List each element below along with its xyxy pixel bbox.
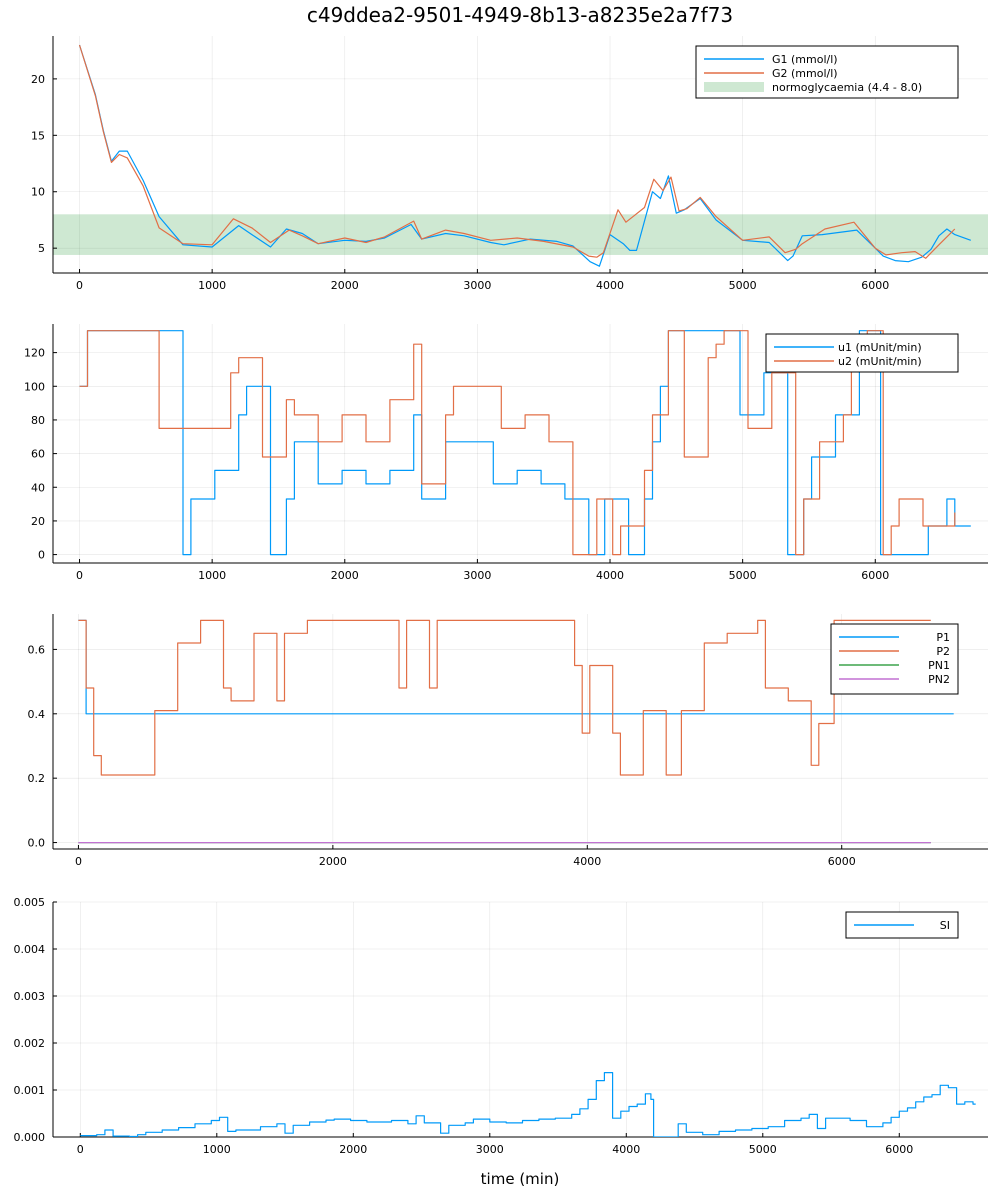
x-tick-label: 2000 (331, 279, 359, 292)
normoglycaemia-band (53, 214, 988, 255)
legend-label: P1 (936, 631, 950, 644)
series-line-p2 (78, 619, 931, 776)
figure-title: c49ddea2-9501-4949-8b13-a8235e2a7f73 (307, 3, 733, 27)
series-line-u1 (79, 330, 971, 556)
y-tick-label: 0.4 (28, 708, 46, 721)
x-tick-label: 6000 (828, 855, 856, 868)
x-tick-label: 1000 (198, 279, 226, 292)
x-tick-label: 2000 (339, 1143, 367, 1156)
y-tick-label: 0.000 (14, 1131, 46, 1144)
x-tick-label: 1000 (198, 569, 226, 582)
x-tick-label: 6000 (861, 569, 889, 582)
x-tick-label: 3000 (463, 279, 491, 292)
y-tick-label: 60 (31, 448, 45, 461)
legend-label: G1 (mmol/l) (772, 53, 838, 66)
legend-box (765, 333, 959, 373)
x-tick-label: 6000 (885, 1143, 913, 1156)
y-tick-label: 40 (31, 481, 45, 494)
y-tick-label: 100 (24, 380, 45, 393)
legend-box (695, 45, 959, 99)
x-tick-label: 4000 (596, 569, 624, 582)
x-tick-label: 2000 (319, 855, 347, 868)
x-tick-label: 4000 (596, 279, 624, 292)
y-tick-label: 20 (31, 73, 45, 86)
y-tick-label: 0.003 (14, 990, 46, 1003)
y-tick-label: 0.0 (28, 837, 46, 850)
chart-panel-1: 0 1000 2000 3000 4000 5000 6000 5 10 15 20 G1 (mmol… (31, 36, 988, 292)
y-tick-label: 0.001 (14, 1084, 46, 1097)
y-tick-label: 0.005 (14, 896, 46, 909)
legend-label: PN2 (928, 673, 950, 686)
x-tick-label: 0 (76, 279, 83, 292)
x-tick-label: 1000 (203, 1143, 231, 1156)
legend-label: P2 (936, 645, 950, 658)
x-tick-label: 3000 (463, 569, 491, 582)
y-tick-label: 80 (31, 414, 45, 427)
x-tick-label: 4000 (573, 855, 601, 868)
chart-panel-2: 0 1000 2000 3000 4000 5000 6000 0 20 40 60 80 100 120… (24, 324, 988, 582)
x-tick-label: 0 (75, 855, 82, 868)
y-tick-label: 15 (31, 129, 45, 142)
y-tick-label: 5 (38, 242, 45, 255)
x-tick-label: 4000 (612, 1143, 640, 1156)
y-tick-label: 0.6 (28, 643, 46, 656)
legend-label: u1 (mUnit/min) (838, 341, 922, 354)
x-tick-label: 6000 (861, 279, 889, 292)
series-line-si (80, 1072, 976, 1137)
x-tick-label: 3000 (476, 1143, 504, 1156)
y-tick-label: 10 (31, 186, 45, 199)
legend-box (830, 623, 959, 695)
chart-panel-4: 0 1000 2000 3000 4000 5000 6000 0.000 0.001 0.002… (14, 896, 988, 1156)
series-line-g2 (78, 44, 956, 259)
x-tick-label: 0 (77, 1143, 84, 1156)
legend-label: G2 (mmol/l) (772, 67, 838, 80)
x-tick-label: 5000 (729, 569, 757, 582)
legend-label: SI (940, 919, 950, 932)
y-tick-label: 0.004 (14, 943, 46, 956)
legend-label: u2 (mUnit/min) (838, 355, 922, 368)
y-tick-label: 20 (31, 515, 45, 528)
y-tick-label: 0.2 (28, 772, 46, 785)
x-axis-label: time (min) (481, 1170, 560, 1188)
legend-label: normoglycaemia (4.4 - 8.0) (772, 81, 922, 94)
x-tick-label: 5000 (729, 279, 757, 292)
y-tick-label: 120 (24, 347, 45, 360)
series-line-u2 (79, 330, 956, 556)
series-line-g1 (78, 44, 972, 267)
y-tick-label: 0.002 (14, 1037, 46, 1050)
x-tick-label: 0 (76, 569, 83, 582)
x-tick-label: 5000 (749, 1143, 777, 1156)
x-tick-label: 2000 (331, 569, 359, 582)
y-tick-label: 0 (38, 549, 45, 562)
legend-label: PN1 (928, 659, 950, 672)
legend-swatch-band (704, 82, 764, 92)
